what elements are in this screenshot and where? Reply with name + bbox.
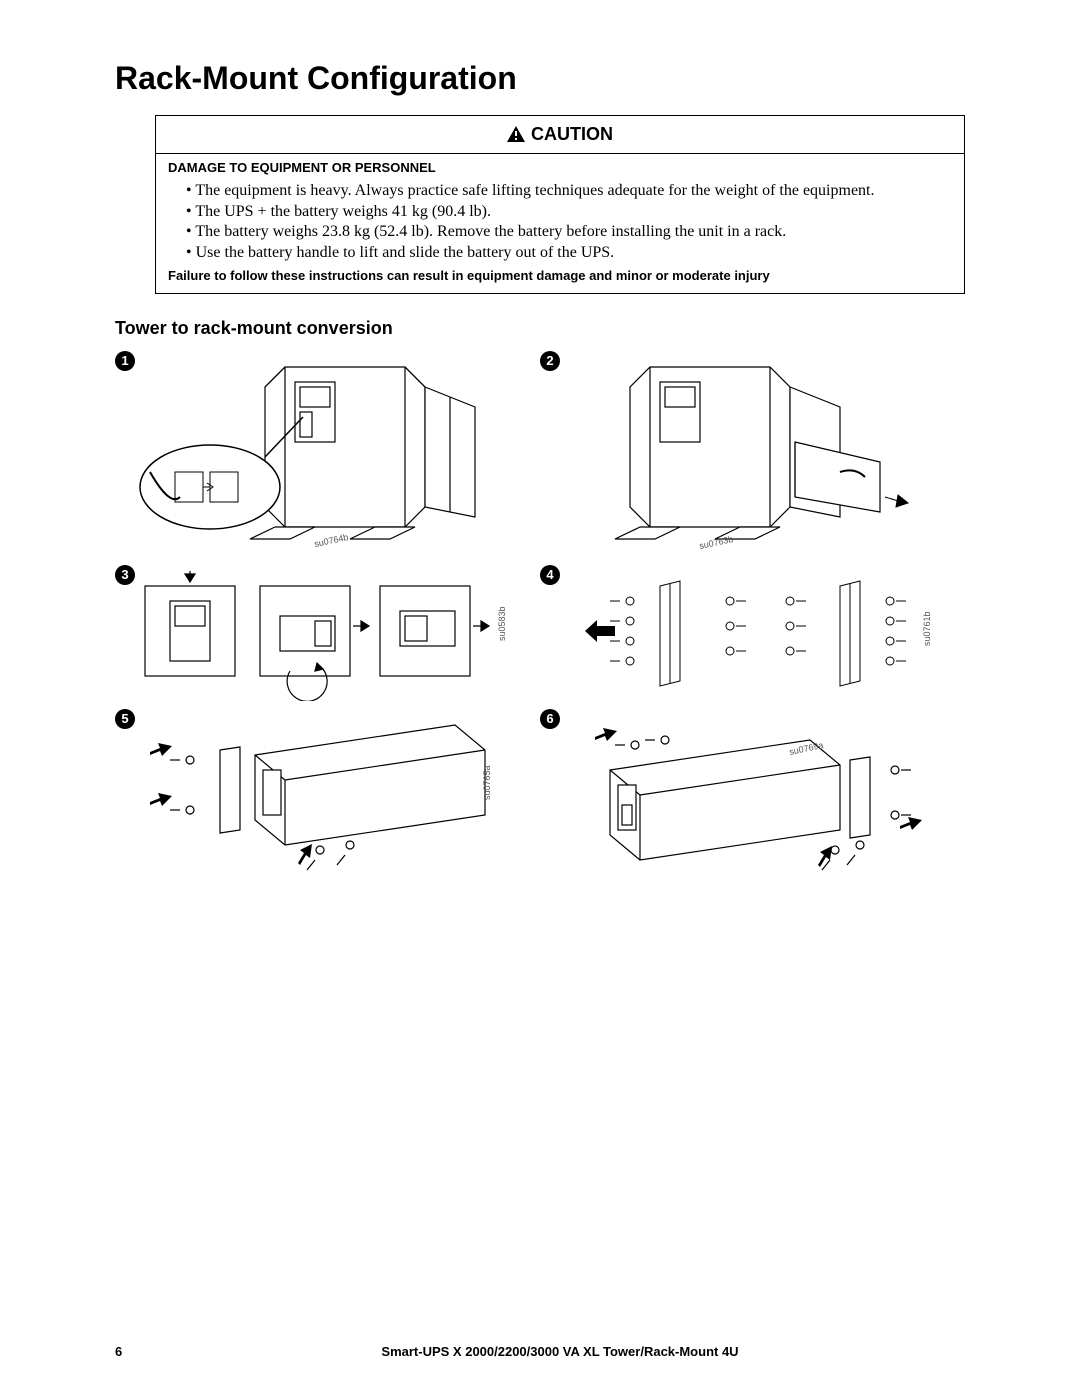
- step-5: 5 su0765a: [115, 709, 540, 875]
- step-number: 6: [540, 709, 560, 729]
- step-6-figure: su0769a: [540, 715, 940, 875]
- step-1: 1: [115, 351, 540, 557]
- caution-subhead: Damage To Equipment Or Personnel: [168, 160, 952, 177]
- caution-footer: Failure to follow these instructions can…: [168, 268, 952, 285]
- caution-header: CAUTION: [156, 116, 964, 154]
- step-number: 3: [115, 565, 135, 585]
- step-4: 4: [540, 565, 965, 701]
- caution-bullet: Use the battery handle to lift and slide…: [186, 243, 952, 264]
- caution-bullet: The equipment is heavy. Always practice …: [186, 181, 952, 202]
- step-number: 2: [540, 351, 560, 371]
- step-5-figure: su0765a: [115, 715, 515, 875]
- step-2: 2: [540, 351, 965, 557]
- caution-box: CAUTION Damage To Equipment Or Personnel…: [155, 115, 965, 294]
- caution-bullet: The UPS + the battery weighs 41 kg (90.4…: [186, 202, 952, 223]
- figure-id: su0583b: [497, 606, 507, 641]
- caution-body: Damage To Equipment Or Personnel The equ…: [156, 154, 964, 293]
- caution-bullet: The battery weighs 23.8 kg (52.4 lb). Re…: [186, 222, 952, 243]
- caution-list: The equipment is heavy. Always practice …: [168, 181, 952, 264]
- step-number: 1: [115, 351, 135, 371]
- figure-id: su0764b: [313, 532, 349, 549]
- step-number: 4: [540, 565, 560, 585]
- step-number: 5: [115, 709, 135, 729]
- step-4-figure: su0761b: [540, 571, 940, 701]
- step-2-figure: su0763b: [540, 357, 940, 557]
- footer-text: Smart-UPS X 2000/2200/3000 VA XL Tower/R…: [155, 1344, 965, 1359]
- figure-id: su0761b: [922, 611, 932, 646]
- section-heading: Tower to rack-mount conversion: [115, 318, 965, 339]
- figure-id: su0765a: [482, 765, 492, 800]
- step-1-figure: su0764b: [115, 357, 515, 557]
- page-number: 6: [115, 1344, 155, 1359]
- step-6: 6: [540, 709, 965, 875]
- figure-id: su0763b: [698, 534, 734, 551]
- page-footer: 6 Smart-UPS X 2000/2200/3000 VA XL Tower…: [115, 1344, 965, 1359]
- caution-label: CAUTION: [531, 124, 613, 144]
- warning-icon: [507, 126, 525, 142]
- step-3-figure: su0583b: [115, 571, 515, 701]
- steps-grid: 1: [115, 351, 965, 875]
- page-title: Rack-Mount Configuration: [115, 60, 965, 97]
- step-3: 3: [115, 565, 540, 701]
